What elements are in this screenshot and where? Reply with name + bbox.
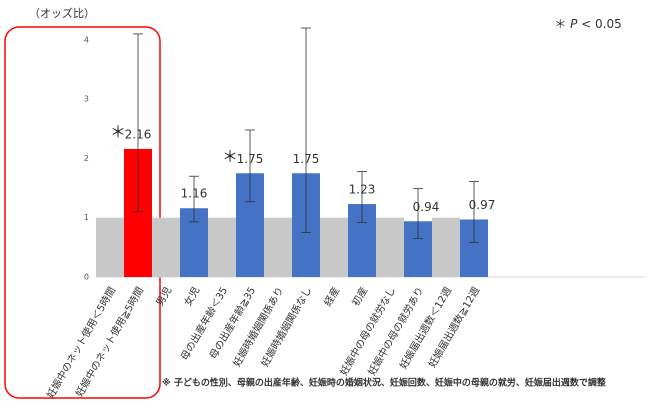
value-label: 1.16 [181, 187, 208, 201]
bar [96, 217, 124, 277]
significance-mark: ＊ [222, 147, 238, 166]
y-tick-label: 1 [84, 213, 89, 222]
x-tick-label: 男児 [154, 285, 174, 308]
value-label: 1.75 [293, 152, 320, 166]
x-tick-label: 女児 [181, 285, 202, 309]
bar [152, 217, 180, 277]
highlight-frame [4, 26, 161, 399]
value-label: 0.94 [413, 200, 440, 214]
x-tick-label: 妊娠時婚姻関係なし [258, 285, 314, 369]
x-tick-label: 妊娠届出週数≧12週 [425, 285, 482, 370]
value-label: 2.16 [125, 127, 152, 141]
legend-p: P [570, 17, 578, 31]
x-tick-label: 初産 [349, 285, 370, 309]
y-tick-label: 0 [84, 273, 89, 282]
y-tick-label: 2 [84, 154, 89, 163]
x-tick-label: 妊娠届出週数＜12週 [397, 285, 455, 372]
bar [264, 217, 292, 277]
bar [320, 217, 348, 277]
bar [208, 217, 236, 277]
legend: ＊ P < 0.05 [554, 17, 622, 31]
legend-rest: < 0.05 [581, 17, 622, 31]
bar [432, 217, 460, 277]
value-label: 1.75 [237, 152, 264, 166]
legend-symbol: ＊ [554, 17, 566, 31]
bar [376, 217, 404, 277]
value-label: 0.97 [469, 198, 496, 212]
x-tick-label: 経産 [321, 285, 342, 309]
value-label: 1.23 [349, 183, 376, 197]
footnote: ※ 子どもの性別、母親の出産年齢、妊娠時の婚姻状況、妊娠回数、妊娠中の母親の就労… [162, 377, 606, 389]
y-tick-label: 4 [84, 35, 89, 44]
y-tick-label: 3 [84, 95, 89, 104]
x-tick-label: 妊娠中の母の就労なし [337, 285, 398, 378]
significance-mark: ＊ [110, 122, 126, 141]
x-tick-label: 妊娠時婚姻関係あり [230, 285, 286, 369]
y-axis-label: （オッズ比） [29, 6, 95, 20]
